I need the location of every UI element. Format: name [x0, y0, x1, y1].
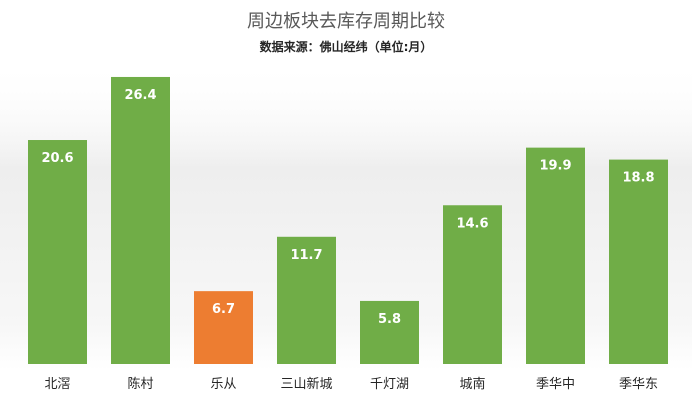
data-label-1: 20.6 [41, 151, 73, 166]
bar-8 [609, 159, 668, 364]
category-label-3: 乐从 [210, 377, 236, 392]
plot-background [0, 60, 692, 370]
category-label-6: 城南 [459, 376, 485, 392]
bar-1 [28, 140, 87, 364]
category-label-8: 季华东 [619, 377, 658, 392]
bar-5 [360, 300, 419, 364]
data-label-4: 11.7 [290, 248, 322, 263]
data-label-6: 14.6 [456, 216, 488, 231]
category-label-7: 季华中 [536, 377, 575, 392]
category-label-1: 北滘 [44, 377, 70, 392]
data-label-8: 18.8 [622, 171, 654, 186]
category-label-5: 千灯湖 [370, 377, 409, 392]
chart-subtitle: 数据来源：佛山经纬（单位:月） [260, 39, 433, 54]
bar-6 [443, 205, 502, 364]
bar-7 [526, 147, 585, 364]
bars-layer [28, 76, 668, 365]
data-labels-layer: 20.6 26.4 6.7 11.7 5.8 14.6 19.9 18.8 [41, 88, 654, 327]
bar-3 [194, 291, 253, 364]
data-label-3: 6.7 [212, 302, 235, 317]
category-label-2: 陈村 [127, 376, 153, 392]
bar-4 [277, 236, 336, 364]
category-label-4: 三山新城 [280, 376, 332, 392]
category-axis: 北滘 陈村 乐从 三山新城 千灯湖 城南 季华中 季华东 [44, 376, 658, 392]
chart-title: 周边板块去库存周期比较 [247, 11, 445, 32]
bar-2 [111, 76, 170, 365]
data-label-7: 19.9 [539, 159, 571, 174]
data-label-5: 5.8 [378, 312, 401, 327]
data-label-2: 26.4 [124, 88, 156, 103]
